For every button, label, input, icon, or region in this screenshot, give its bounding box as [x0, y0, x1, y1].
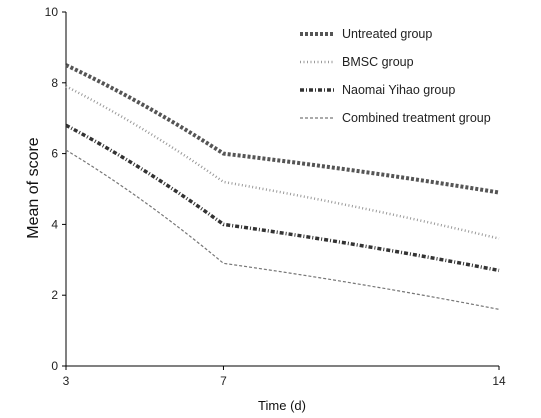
- y-tick-label: 6: [51, 147, 58, 161]
- y-tick-label: 0: [51, 359, 58, 373]
- series-line-2: [65, 123, 500, 273]
- series-layer: [65, 63, 500, 310]
- legend-label-0: Untreated group: [342, 27, 432, 41]
- x-tick-label: 7: [220, 374, 227, 388]
- series-line-1: [65, 85, 500, 240]
- y-tick-label: 4: [51, 217, 58, 231]
- series-line-3: [65, 149, 500, 310]
- axes: 0 2 4 6 8 10 3 7 14: [45, 5, 506, 388]
- y-tick-label: 2: [51, 288, 58, 302]
- legend-label-1: BMSC group: [342, 55, 414, 69]
- y-tick-label: 10: [45, 5, 59, 19]
- legend: Untreated group BMSC group Naomai Yihao gr…: [300, 27, 491, 125]
- x-axis-title: Time (d): [258, 398, 306, 413]
- series-line-0: [65, 63, 500, 195]
- legend-label-2: Naomai Yihao group: [342, 83, 455, 97]
- y-axis-title: Mean of score: [25, 137, 42, 238]
- x-tick-label: 3: [63, 374, 70, 388]
- x-tick-label: 14: [492, 374, 506, 388]
- legend-label-3: Combined treatment group: [342, 111, 491, 125]
- y-tick-label: 8: [51, 76, 58, 90]
